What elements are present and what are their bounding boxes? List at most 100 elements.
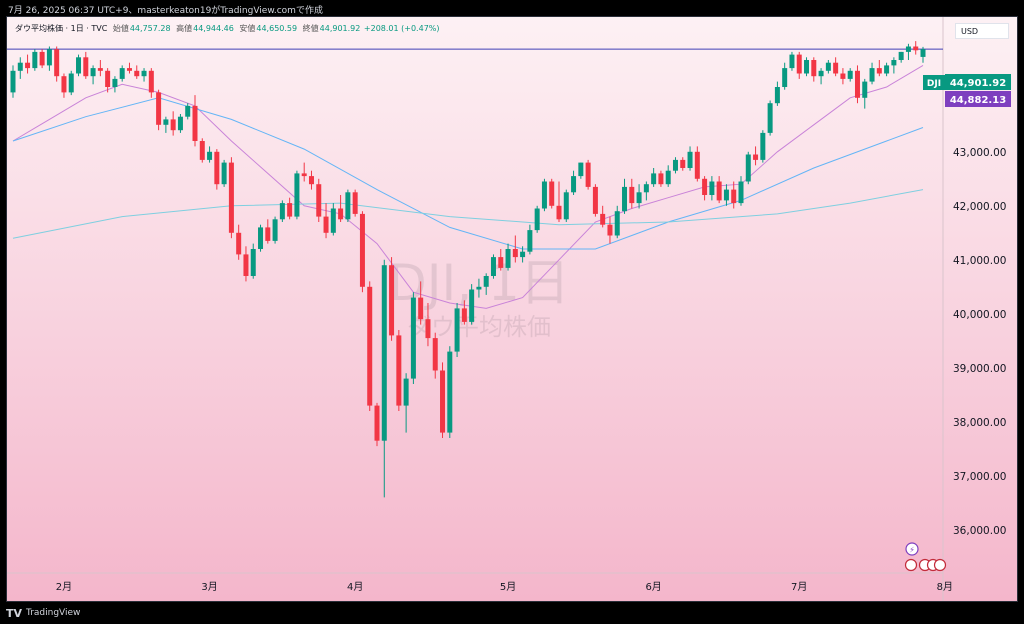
candle[interactable] xyxy=(556,181,562,223)
candle[interactable] xyxy=(112,76,118,93)
candle[interactable] xyxy=(68,70,74,96)
candle[interactable] xyxy=(905,43,911,60)
candle[interactable] xyxy=(410,292,416,384)
candle[interactable] xyxy=(680,157,686,171)
candle[interactable] xyxy=(854,65,860,104)
candle[interactable] xyxy=(105,68,111,93)
candle[interactable] xyxy=(258,224,264,252)
currency-label[interactable]: USD xyxy=(955,23,1009,39)
candle[interactable] xyxy=(840,68,846,85)
candle[interactable] xyxy=(549,178,555,209)
chart-frame[interactable]: DJI, 1日 ダウ平均株価 36,000.00 37,000.00 38,000.… xyxy=(6,16,1018,602)
candle[interactable] xyxy=(294,170,300,220)
candle[interactable] xyxy=(228,157,234,239)
candle[interactable] xyxy=(847,68,853,82)
candle[interactable] xyxy=(884,62,890,77)
candle[interactable] xyxy=(702,176,708,201)
candle[interactable] xyxy=(585,159,591,190)
candle[interactable] xyxy=(367,281,373,411)
candle[interactable] xyxy=(913,41,919,55)
candle[interactable] xyxy=(716,176,722,204)
candle[interactable] xyxy=(287,197,293,220)
candle[interactable] xyxy=(374,402,380,447)
event-markers[interactable]: ⚡ xyxy=(904,542,947,572)
candle[interactable] xyxy=(396,330,402,411)
candle[interactable] xyxy=(272,216,278,244)
candle[interactable] xyxy=(483,273,489,295)
candle[interactable] xyxy=(338,195,344,222)
candle[interactable] xyxy=(440,362,446,438)
candle[interactable] xyxy=(753,146,759,166)
candle[interactable] xyxy=(425,303,431,347)
candle[interactable] xyxy=(199,138,205,163)
candle[interactable] xyxy=(571,170,577,195)
candle[interactable] xyxy=(418,281,424,325)
candle[interactable] xyxy=(39,49,45,69)
candle[interactable] xyxy=(17,57,23,79)
candle[interactable] xyxy=(134,65,140,79)
candle[interactable] xyxy=(789,51,795,71)
candle[interactable] xyxy=(389,257,395,341)
candle[interactable] xyxy=(723,184,729,206)
candle[interactable] xyxy=(651,168,657,187)
candle[interactable] xyxy=(811,57,817,82)
candle[interactable] xyxy=(381,259,387,498)
candle[interactable] xyxy=(97,60,103,77)
candle[interactable] xyxy=(461,300,467,325)
candle[interactable] xyxy=(192,95,198,147)
candle[interactable] xyxy=(804,57,810,77)
candle[interactable] xyxy=(782,62,788,90)
candle[interactable] xyxy=(61,73,67,98)
candle[interactable] xyxy=(527,224,533,255)
candle[interactable] xyxy=(534,205,540,233)
candle[interactable] xyxy=(869,62,875,85)
candle[interactable] xyxy=(352,189,358,217)
candle[interactable] xyxy=(825,60,831,74)
candle[interactable] xyxy=(221,159,227,187)
candle[interactable] xyxy=(520,246,526,263)
candle[interactable] xyxy=(316,178,322,222)
candle[interactable] xyxy=(767,100,773,136)
candle[interactable] xyxy=(658,170,664,187)
candle[interactable] xyxy=(636,184,642,209)
candle[interactable] xyxy=(622,178,628,214)
candle[interactable] xyxy=(323,203,329,239)
candle[interactable] xyxy=(156,89,162,131)
candle[interactable] xyxy=(330,203,336,236)
candle[interactable] xyxy=(476,278,482,298)
candle[interactable] xyxy=(490,254,496,279)
candle[interactable] xyxy=(76,54,82,77)
candle[interactable] xyxy=(432,332,438,379)
candle[interactable] xyxy=(243,246,249,282)
candle[interactable] xyxy=(541,178,547,212)
candle[interactable] xyxy=(46,46,52,71)
candle[interactable] xyxy=(578,162,584,179)
candle[interactable] xyxy=(177,114,183,133)
candle[interactable] xyxy=(738,176,744,206)
candle[interactable] xyxy=(709,176,715,201)
candle[interactable] xyxy=(687,146,693,171)
candle[interactable] xyxy=(469,284,475,325)
candle[interactable] xyxy=(796,51,802,79)
time-axis[interactable]: 2月 3月 4月 5月 6月 7月 8月 xyxy=(56,581,953,593)
candle[interactable] xyxy=(512,235,518,263)
candle[interactable] xyxy=(454,303,460,357)
candle[interactable] xyxy=(643,181,649,201)
candle[interactable] xyxy=(163,116,169,133)
candle[interactable] xyxy=(10,65,16,98)
candle[interactable] xyxy=(170,111,176,136)
candle[interactable] xyxy=(25,54,31,74)
candle[interactable] xyxy=(898,51,904,63)
candle[interactable] xyxy=(592,184,598,217)
us-flag-icon[interactable] xyxy=(933,558,947,572)
candle[interactable] xyxy=(665,165,671,187)
dividend-flash-icon[interactable] xyxy=(905,542,919,556)
candle[interactable] xyxy=(90,65,96,85)
candle[interactable] xyxy=(308,170,314,190)
candle[interactable] xyxy=(214,149,220,190)
candle[interactable] xyxy=(185,103,191,120)
candle[interactable] xyxy=(920,46,926,63)
candle[interactable] xyxy=(862,78,868,109)
candle[interactable] xyxy=(760,130,766,163)
price-chart[interactable]: DJI, 1日 ダウ平均株価 36,000.0037,000.0038,000.… xyxy=(7,17,1017,601)
